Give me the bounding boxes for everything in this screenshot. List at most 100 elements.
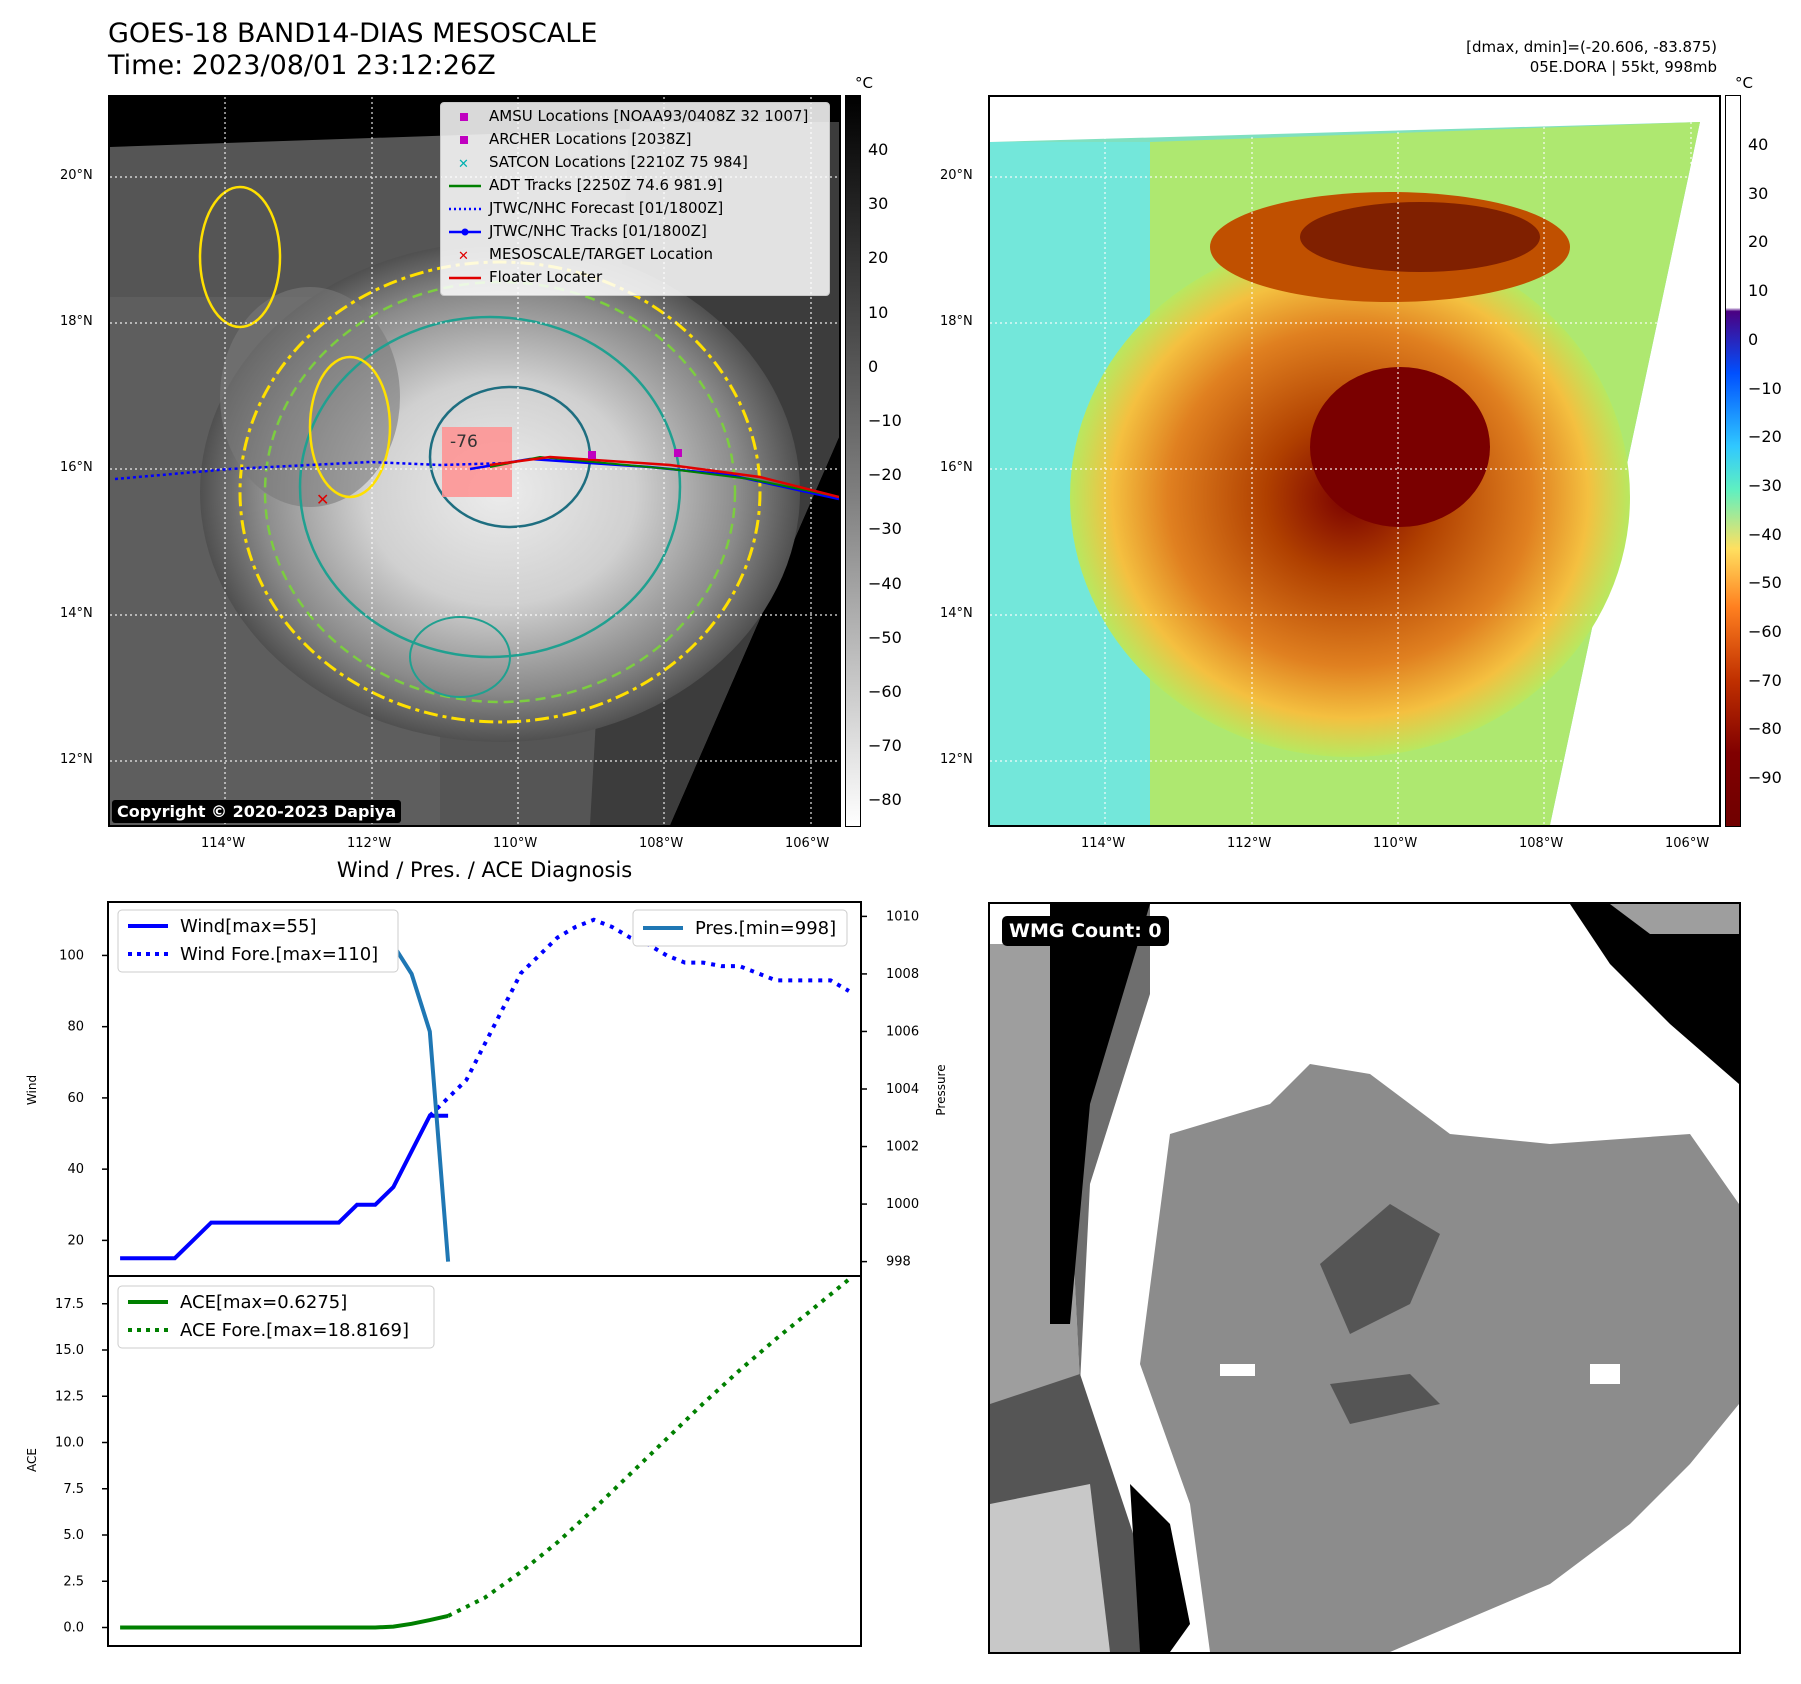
- color-map-gridlines: [990, 97, 1719, 825]
- pres-legend-label: Pres.[min=998]: [695, 918, 836, 939]
- wind-fore-legend-label: Wind Fore.[max=110]: [180, 944, 378, 965]
- color-ir-map-panel: [988, 95, 1721, 827]
- wind-ytick: 80: [67, 1020, 84, 1035]
- lon-label: 112°W: [347, 836, 392, 851]
- wind-ytick: 60: [67, 1091, 84, 1106]
- map-legend-item: Floater Locater: [441, 266, 829, 289]
- wmg-panel: WMG Count: 0: [988, 902, 1741, 1654]
- colorbar-tick-label: 40: [868, 140, 889, 159]
- lat-label: 14°N: [60, 606, 93, 621]
- pressure-ytick: 1004: [886, 1082, 919, 1097]
- lon-label: 106°W: [785, 836, 830, 851]
- colorbar-tick-label: −50: [868, 627, 902, 647]
- storm-info-text: 05E.DORA | 55kt, 998mb: [1529, 58, 1717, 76]
- colorbar-tick-label: 30: [1748, 183, 1769, 203]
- lat-label: 20°N: [60, 168, 93, 183]
- lat-label: 14°N: [940, 606, 973, 621]
- ace-ytick: 5.0: [63, 1528, 84, 1543]
- diagnosis-chart: Wind Pressure ACE 100 80 60 40 20 1010 1008 10…: [25, 901, 948, 1647]
- lon-label: 110°W: [493, 836, 538, 851]
- pressure-ytick: 998: [886, 1255, 911, 1270]
- colorbar-tick-label: 10: [1748, 281, 1769, 301]
- colorbar-tick-label: −20: [1748, 427, 1782, 447]
- map-legend-item: JTWC/NHC Forecast [01/1800Z]: [441, 197, 829, 220]
- left-colorbar-unit: °C: [855, 74, 873, 92]
- wind-legend-label: Wind[max=55]: [180, 916, 317, 937]
- colorbar-tick-label: 10: [868, 302, 889, 322]
- lon-label: 114°W: [201, 836, 246, 851]
- dmax-dmin-text: [dmax, dmin]=(-20.606, -83.875): [1466, 38, 1717, 56]
- colorbar-tick-label: 0: [868, 356, 879, 376]
- figure-time: Time: 2023/08/01 23:12:26Z: [108, 50, 496, 81]
- lon-label: 114°W: [1081, 836, 1126, 851]
- contour-label: -76: [450, 432, 478, 452]
- ace-ytick: 12.5: [55, 1389, 84, 1404]
- figure-title: GOES-18 BAND14-DIAS MESOSCALE: [108, 18, 598, 49]
- colorbar-tick-label: −40: [868, 573, 902, 593]
- wind-ytick: 100: [59, 948, 84, 963]
- ace-ytick: 10.0: [55, 1436, 84, 1451]
- lon-label: 108°W: [639, 836, 684, 851]
- ace-ylabel: ACE: [25, 1448, 39, 1472]
- left-colorbar: [845, 95, 861, 827]
- map-legend-swatch: [449, 207, 481, 211]
- ace-legend: [117, 1285, 435, 1349]
- right-colorbar-unit: °C: [1735, 74, 1753, 92]
- colorbar-tick-label: 30: [868, 194, 889, 214]
- map-legend-label: MESOSCALE/TARGET Location: [489, 245, 714, 263]
- right-colorbar: [1725, 95, 1741, 827]
- map-legend-item: ARCHER Locations [2038Z]: [441, 128, 829, 151]
- lon-label: 108°W: [1519, 836, 1564, 851]
- colorbar-tick-label: −80: [868, 790, 902, 810]
- lon-label: 106°W: [1665, 836, 1710, 851]
- pressure-ytick: 1010: [886, 909, 919, 924]
- pres-legend: [632, 909, 848, 947]
- target-marker: ✕: [316, 490, 329, 509]
- floater-box: [442, 427, 512, 497]
- wind-series-line: [120, 1113, 449, 1261]
- map-legend-label: SATCON Locations [2210Z 75 984]: [489, 153, 748, 171]
- ir-map-panel: -76 ✕ AMSU Locations [NOAA93/0408Z 32 10…: [108, 95, 841, 827]
- svg-text:✕: ✕: [458, 157, 469, 172]
- colorbar-tick-label: −20: [868, 465, 902, 485]
- lat-label: 16°N: [940, 460, 973, 475]
- pressure-ylabel: Pressure: [934, 1064, 948, 1115]
- wind-legend: [117, 909, 399, 973]
- colorbar-tick-label: −80: [1748, 719, 1782, 739]
- map-legend-swatch: [460, 136, 468, 144]
- lat-label: 18°N: [60, 314, 93, 329]
- colorbar-tick-label: 20: [1748, 232, 1769, 252]
- ir-map-image: -76 ✕: [110, 97, 839, 825]
- ace-ytick: 17.5: [55, 1297, 84, 1312]
- colorbar-tick-label: −10: [868, 411, 902, 430]
- ace-series-line: [120, 1613, 449, 1630]
- archer-marker: [674, 449, 682, 457]
- wmg-image: [990, 904, 1739, 1652]
- map-legend-label: ADT Tracks [2250Z 74.6 981.9]: [489, 176, 723, 194]
- floater-track: [489, 455, 839, 499]
- map-legend-swatch: [449, 276, 481, 280]
- svg-text:✕: ✕: [458, 249, 469, 264]
- ace-legend-label: ACE[max=0.6275]: [180, 1292, 347, 1313]
- map-legend-item: JTWC/NHC Tracks [01/1800Z]: [441, 220, 829, 243]
- map-legend-swatch: [460, 113, 468, 121]
- pressure-ytick: 1006: [886, 1024, 919, 1039]
- map-legend-swatch: [449, 184, 481, 188]
- map-legend-swatch: [449, 228, 481, 236]
- lat-label: 12°N: [60, 752, 93, 767]
- lon-label: 110°W: [1373, 836, 1418, 851]
- colorbar-tick-label: −70: [868, 736, 902, 756]
- colorbar-tick-label: 0: [1748, 329, 1759, 349]
- ace-fore-legend-label: ACE Fore.[max=18.8169]: [180, 1320, 409, 1341]
- colorbar-tick-label: −10: [1748, 378, 1782, 398]
- map-legend-item: AMSU Locations [NOAA93/0408Z 32 1007]: [441, 105, 829, 128]
- colorbar-tick-label: −60: [868, 682, 902, 701]
- wmg-count-badge: WMG Count: 0: [1002, 916, 1169, 946]
- color-ir-map-image: [990, 97, 1719, 825]
- copyright-label: Copyright © 2020-2023 Dapiya: [112, 800, 402, 823]
- colorbar-tick-label: −40: [1748, 524, 1782, 544]
- colorbar-tick-label: −30: [1748, 475, 1782, 495]
- map-legend-label: Floater Locater: [489, 268, 603, 286]
- ace-ytick: 7.5: [63, 1482, 84, 1497]
- colorbar-tick-label: 20: [868, 248, 889, 268]
